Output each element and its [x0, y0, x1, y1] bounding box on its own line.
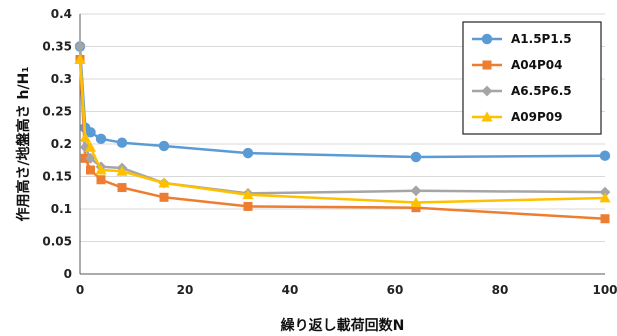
series-group — [74, 41, 611, 224]
diamond-marker — [481, 85, 493, 97]
y-tick-label: 0.1 — [51, 202, 72, 216]
y-tick-label: 0.3 — [51, 72, 72, 86]
y-tick-label: 0.35 — [42, 40, 72, 54]
legend-label: A6.5P6.5 — [511, 84, 572, 98]
triangle-marker — [242, 189, 254, 200]
triangle-marker — [481, 111, 493, 122]
legend: A1.5P1.5 A04P04 A6.5P6.5 A09P09 — [462, 21, 602, 135]
triangle-marker — [84, 141, 97, 152]
x-tick-label: 60 — [387, 283, 404, 297]
square-marker — [243, 201, 253, 211]
y-tick-label: 0 — [64, 267, 72, 281]
x-tick-label: 0 — [76, 283, 84, 297]
series-a09p09 — [74, 53, 611, 207]
square-marker — [411, 203, 421, 213]
triangle-marker — [79, 131, 91, 142]
legend-item: A04P04 — [472, 58, 562, 72]
x-tick-label: 40 — [282, 283, 299, 297]
legend-item: A1.5P1.5 — [472, 32, 572, 46]
triangle-marker — [599, 192, 611, 203]
legend-label: A1.5P1.5 — [511, 32, 572, 46]
circle-marker — [242, 147, 254, 159]
square-marker — [600, 214, 610, 224]
circle-marker — [95, 133, 107, 145]
y-axis-title: 作用高さ/地盤高さ h/H₁ — [15, 67, 32, 222]
circle-marker — [158, 140, 170, 152]
diamond-marker — [85, 152, 96, 164]
circle-marker — [599, 150, 611, 161]
legend-item: A09P09 — [472, 110, 562, 124]
legend-label: A04P04 — [511, 58, 562, 72]
y-tick-label: 0.4 — [51, 7, 72, 21]
x-tick-label: 100 — [592, 283, 617, 297]
diamond-marker — [74, 41, 86, 52]
diamond-marker — [599, 186, 611, 198]
circle-marker — [116, 137, 128, 148]
square-marker — [86, 165, 95, 175]
y-tick-label: 0.05 — [42, 235, 72, 249]
y-tick-label: 0.2 — [51, 137, 72, 151]
y-tick-label: 0.25 — [42, 105, 72, 119]
diamond-marker — [410, 185, 422, 197]
x-axis-title: 繰り返し載荷回数N — [281, 317, 405, 334]
legend-item: A6.5P6.5 — [472, 84, 572, 98]
square-marker — [482, 60, 492, 70]
triangle-marker — [116, 165, 128, 176]
circle-marker — [85, 127, 96, 138]
square-marker — [159, 192, 169, 202]
triangle-marker — [158, 177, 170, 188]
x-tick-label: 80 — [492, 283, 509, 297]
legend-label: A09P09 — [511, 110, 562, 124]
triangle-marker — [95, 164, 107, 175]
x-tick-labels: 0 20 40 60 80 100 — [76, 283, 617, 297]
y-tick-labels: 0 0.05 0.1 0.15 0.2 0.25 0.3 0.35 0.4 — [42, 7, 72, 281]
square-marker — [96, 175, 106, 185]
triangle-marker — [410, 196, 422, 207]
circle-marker — [481, 33, 493, 45]
x-tick-label: 20 — [177, 283, 194, 297]
triangle-marker — [74, 53, 86, 64]
square-marker — [117, 183, 127, 193]
circle-marker — [410, 151, 422, 163]
y-tick-label: 0.15 — [42, 170, 72, 184]
